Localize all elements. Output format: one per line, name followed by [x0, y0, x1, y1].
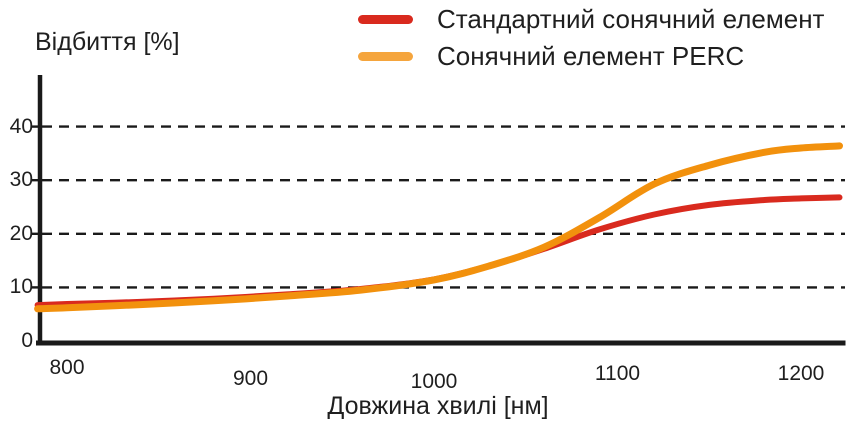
y-tick-label-10: 10 — [9, 275, 33, 299]
legend-item-perc: Сонячний елемент PERC — [358, 42, 744, 70]
y-axis-title: Відбиття [%] — [35, 28, 180, 56]
x-tick-label-900: 900 — [232, 367, 269, 390]
x-tick-label-800: 800 — [49, 356, 85, 379]
legend-label-standard: Стандартний сонячний елемент — [437, 4, 825, 34]
y-tick-label-20: 20 — [9, 221, 33, 245]
x-tick-label-1200: 1200 — [777, 362, 825, 385]
legend-swatch-standard-icon — [358, 14, 413, 24]
legend-item-standard: Стандартний сонячний елемент — [358, 5, 824, 33]
legend-label-perc: Сонячний елемент PERC — [437, 41, 745, 71]
legend-swatch-perc-icon — [358, 51, 413, 61]
curve-standard-cell — [34, 194, 843, 309]
x-tick-label-1100: 1100 — [594, 362, 641, 385]
x-axis-title: Довжина хвилі [нм] — [327, 392, 549, 420]
curve-perc-cell — [34, 142, 843, 313]
y-tick-label-30: 30 — [9, 168, 33, 192]
y-tick-label-40: 40 — [9, 114, 33, 138]
x-tick-label-1000: 1000 — [410, 370, 458, 393]
y-tick-label-0: 0 — [21, 329, 33, 352]
